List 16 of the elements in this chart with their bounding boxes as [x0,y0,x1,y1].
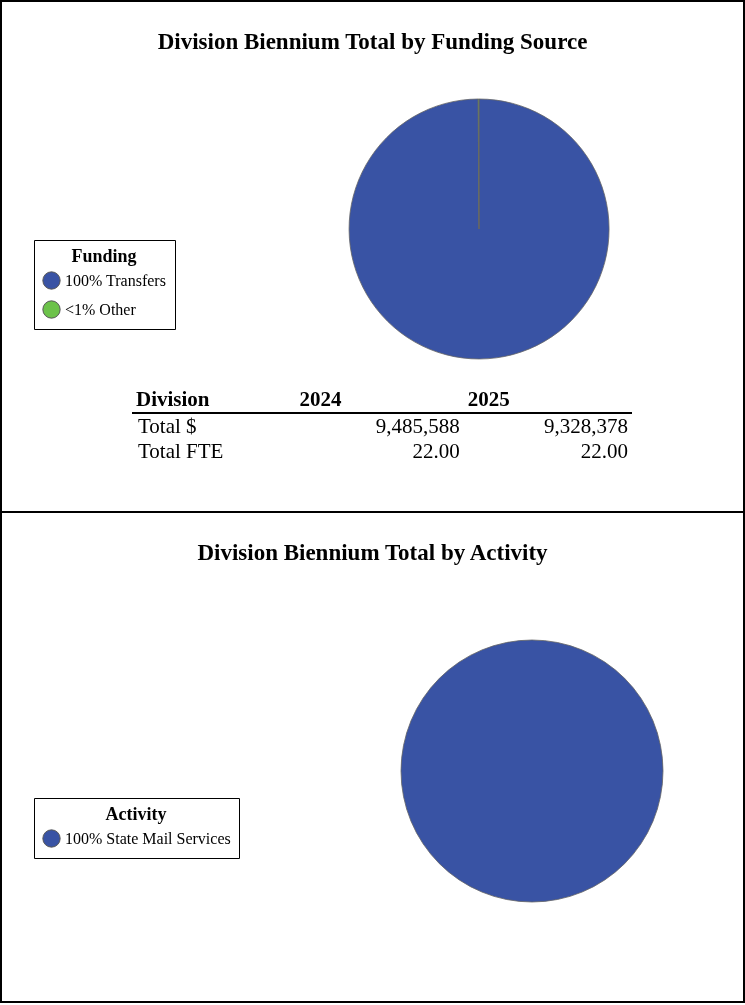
text: Total $ [137,413,198,439]
legend-label: 100% Transfers [65,271,166,289]
text: 22.00 [579,439,629,464]
legend-label: <1% Other [65,300,137,318]
text: 9,485,588 [374,413,461,439]
legend-label: 100% State Mail Services [65,829,231,847]
text: 22.00 [411,439,461,464]
text: 9,328,378 [543,413,629,439]
text: Division [132,387,296,413]
text: Total FTE [137,439,225,464]
text: 2024 [295,387,464,413]
chart-title: Division Biennium Total by Activity [197,540,549,565]
chart-title: Division Biennium Total by Funding Source [157,29,588,54]
legend-title: Funding [71,246,137,266]
legend-title: Activity [105,804,167,824]
text: 2025 [463,387,632,413]
